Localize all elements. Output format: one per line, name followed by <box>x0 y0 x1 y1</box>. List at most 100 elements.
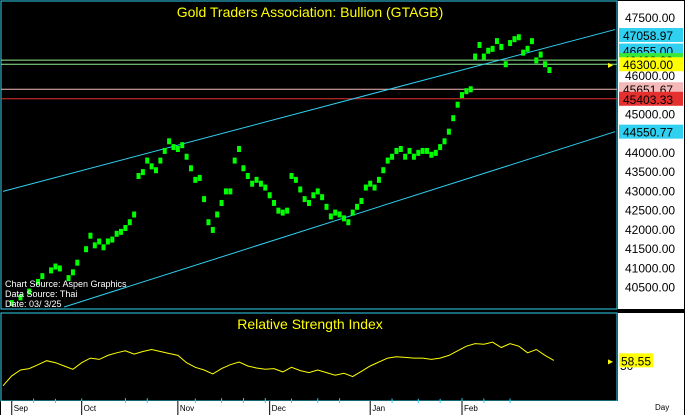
price-point <box>180 142 185 149</box>
price-point <box>280 209 285 216</box>
price-point <box>521 49 526 56</box>
price-point <box>381 167 386 174</box>
price-point <box>84 246 89 253</box>
price-point <box>499 43 504 50</box>
price-point <box>175 146 180 153</box>
price-point <box>57 265 62 272</box>
x-week-tick-label: 11/11 <box>212 392 231 401</box>
price-point <box>390 153 395 160</box>
price-point <box>241 165 246 172</box>
price-point <box>35 278 40 285</box>
price-point <box>398 146 403 153</box>
y-tick-label: 46000.00 <box>625 69 675 83</box>
price-point <box>171 144 176 151</box>
price-point <box>184 153 189 160</box>
price-point <box>136 172 141 179</box>
price-point <box>503 61 508 68</box>
data-source-note: Data Source: Thai <box>5 289 77 299</box>
x-week-tick-label: 11/18 <box>234 392 254 401</box>
price-point <box>433 149 438 156</box>
x-week-tick-label: 1/13 <box>384 392 400 401</box>
rsi-arrow-icon: ▸ <box>608 356 613 367</box>
price-point <box>206 219 211 226</box>
x-week-tick-label: 12/23 <box>330 392 351 401</box>
price-point <box>359 198 364 205</box>
x-week-tick-label: 1/27 <box>432 392 448 401</box>
price-point <box>333 209 338 216</box>
price-point <box>101 244 106 251</box>
x-week-tick-label: 1/20 <box>410 392 426 401</box>
rsi-value-box <box>619 353 653 368</box>
x-month-tick-label: Dec <box>272 404 286 413</box>
price-point <box>363 184 368 191</box>
price-point <box>407 147 412 154</box>
price-point <box>464 88 469 95</box>
price-point <box>538 51 543 58</box>
price-point <box>420 147 425 154</box>
x-week-tick-label: 2/17 <box>502 392 518 401</box>
x-month-tick-label: Nov <box>180 404 194 413</box>
price-point <box>193 176 198 183</box>
price-point <box>494 38 499 45</box>
price-point <box>451 115 456 122</box>
price-point <box>298 186 303 193</box>
x-axis-layer: 9/16 9/23 10/1 10/14 10/21 11/1 11/11 11/18 11/2… <box>11 392 518 415</box>
price-point <box>97 238 102 245</box>
rsi-chart-layer: 5058.55▸ <box>2 341 653 387</box>
price-point <box>468 86 473 93</box>
x-week-tick-label: 10/21 <box>137 392 158 401</box>
rsi-chart-title: Relative Strength Index <box>237 316 383 332</box>
price-point <box>372 184 377 191</box>
price-point <box>307 199 311 206</box>
x-month-tick-label: Jan <box>372 404 385 413</box>
price-point <box>228 188 233 195</box>
rsi-plot-area <box>0 312 618 402</box>
price-point <box>368 180 373 187</box>
main-chart-layer: 40500.00 41000.00 41500.00 42000.00 42500.00… <box>1 11 683 308</box>
value-label-box <box>619 57 683 72</box>
price-point <box>140 169 145 176</box>
price-point <box>197 174 202 181</box>
x-week-tick-label: 2/3 <box>456 392 468 401</box>
price-point <box>416 149 421 156</box>
main-plot-area <box>0 0 618 310</box>
x-week-tick-label: 10/1 <box>74 392 90 401</box>
x-month-tick-label: Oct <box>84 404 97 413</box>
price-point <box>158 157 163 164</box>
price-point <box>276 207 281 214</box>
price-point <box>446 128 451 135</box>
price-point <box>149 163 154 170</box>
price-point <box>202 196 207 203</box>
price-point <box>167 138 172 145</box>
price-point <box>245 172 250 179</box>
x-week-tick-label: 9/23 <box>48 392 64 401</box>
y-tick-label: 42000.00 <box>625 223 675 237</box>
x-month-tick-label: Feb <box>464 404 478 413</box>
x-week-tick-label: 11/25 <box>256 392 276 401</box>
price-point <box>88 232 93 239</box>
price-point <box>53 263 58 270</box>
price-point <box>355 203 360 210</box>
price-point <box>263 184 268 191</box>
price-point <box>376 176 381 183</box>
price-point <box>127 219 132 226</box>
price-point <box>481 53 486 60</box>
price-point <box>315 188 320 195</box>
price-point <box>258 180 263 187</box>
rsi-value-label: 58.55 <box>621 354 651 368</box>
x-week-tick-label: 2/10 <box>476 392 492 401</box>
price-point <box>110 236 115 243</box>
price-point <box>18 294 23 301</box>
price-point <box>512 36 517 43</box>
price-point <box>543 61 548 68</box>
price-point <box>411 153 416 160</box>
price-point <box>92 242 97 249</box>
trend-channel-line <box>64 131 616 308</box>
price-point <box>272 199 277 206</box>
y-tick-label: 40500.00 <box>625 281 675 295</box>
price-point <box>219 199 224 206</box>
value-label-box <box>619 27 683 42</box>
trend-channel-line <box>2 29 616 192</box>
price-point <box>215 211 220 218</box>
